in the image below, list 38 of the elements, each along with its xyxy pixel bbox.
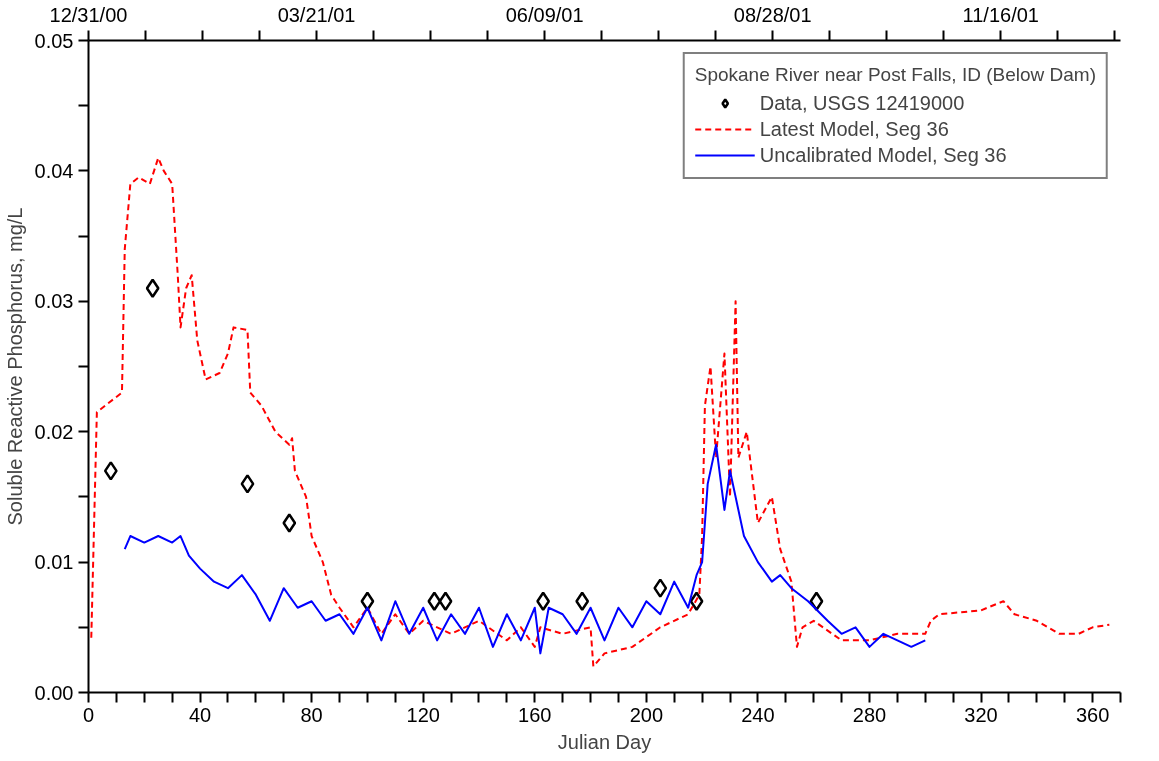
x-tick-label: 360 [1075,703,1110,726]
x-tick-label: 120 [406,703,440,726]
point [240,474,255,494]
x2-tick-label: 03/21/01 [277,3,356,26]
point [427,591,442,611]
y-tick-label: 0.05 [34,29,74,52]
legend-label: Uncalibrated Model, Seg 36 [759,143,1007,167]
x-tick-label: 160 [518,703,552,726]
point [653,578,668,598]
y-axis-title: Soluble Reactive Phosphorus, mg/L [3,207,26,526]
point [689,591,704,611]
y-tick-label: 0.03 [34,290,74,313]
x2-tick-label: 08/28/01 [733,3,812,26]
legend-title: Spokane River near Post Falls, ID (Below Dam) [694,64,1096,86]
y-tick-label: 0.04 [34,159,74,182]
x-tick-label: 80 [300,703,323,726]
point [575,591,590,611]
x-axis-title: Julian Day [557,730,652,753]
x-tick-label: 200 [629,703,664,726]
point [438,591,453,611]
legend-label: Data, USGS 12419000 [759,91,965,115]
x-tick-label: 280 [852,703,887,726]
point [103,461,118,481]
y-tick-label: 0.01 [34,551,74,574]
y-tick-label: 0.00 [34,681,74,704]
x2-tick-label: 11/16/01 [962,3,1039,26]
x-tick-label: 40 [188,703,212,726]
point [145,278,160,299]
legend-label: Latest Model, Seg 36 [759,117,949,141]
y-tick-label: 0.02 [34,420,74,443]
x2-tick-label: 12/31/00 [49,3,128,26]
line-series [123,443,927,655]
x2-tick-label: 06/09/01 [505,3,584,26]
x-tick-label: 0 [82,703,95,726]
x-tick-label: 240 [741,703,775,726]
x-tick-label: 320 [964,703,998,726]
point [536,591,551,611]
point [282,513,297,533]
